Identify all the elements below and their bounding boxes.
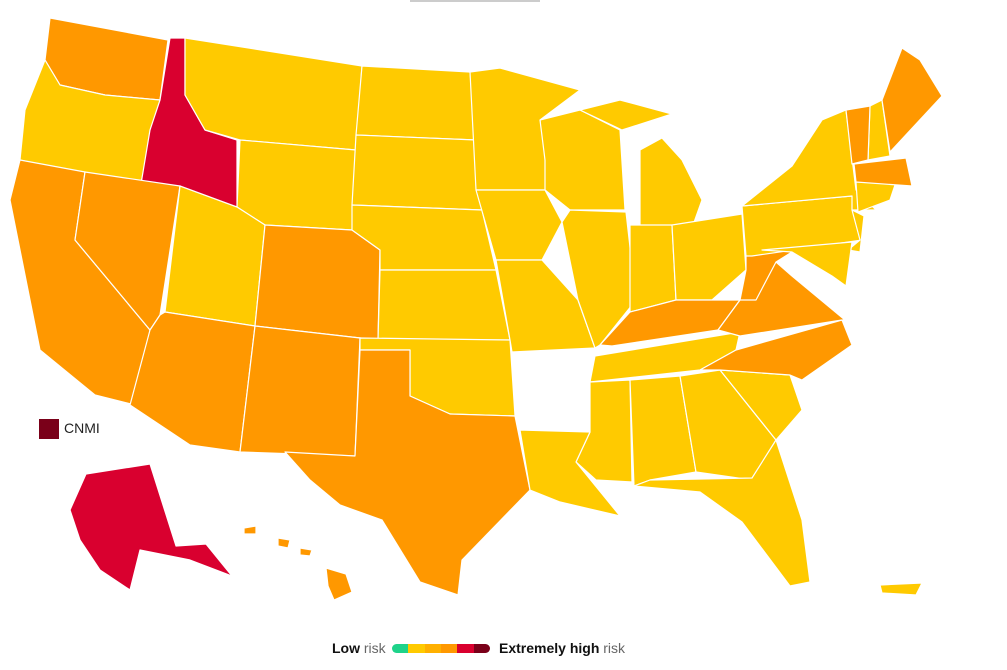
region: [325, 567, 353, 601]
region: [639, 137, 703, 229]
legend-swatch: [408, 644, 425, 653]
region: [377, 269, 511, 341]
top-bar: [410, 0, 540, 2]
region: [351, 134, 483, 211]
legend-low-text: Low: [332, 640, 360, 656]
legend-high-suffix: risk: [603, 640, 626, 656]
region: [355, 65, 477, 141]
legend-swatch: [392, 644, 409, 653]
legend-swatch: [424, 644, 441, 653]
region: [236, 139, 357, 231]
inset-swatch: [39, 419, 59, 439]
region: [699, 319, 853, 381]
region: [881, 47, 943, 153]
legend-low-suffix: risk: [363, 640, 386, 656]
region: [243, 525, 257, 535]
region: [254, 224, 381, 341]
region: [284, 349, 531, 596]
region: [239, 325, 361, 457]
legend-swatch: [440, 644, 458, 653]
region: [599, 299, 741, 347]
region: [629, 375, 697, 487]
region: [847, 209, 865, 253]
region: [69, 463, 233, 591]
region: [299, 547, 313, 557]
region: [671, 213, 747, 301]
region: [845, 105, 871, 165]
legend-bar: [392, 644, 490, 653]
region: [853, 157, 913, 187]
legend-swatch: [457, 644, 474, 653]
region: [561, 209, 637, 349]
region: [761, 241, 853, 287]
region: [579, 99, 673, 131]
legend-swatch: [473, 644, 490, 653]
legend-high-text: Extremely high: [499, 640, 600, 656]
region: [855, 181, 897, 213]
region: [475, 189, 563, 261]
region: [129, 311, 256, 453]
legend-high: Extremely high risk: [499, 640, 625, 656]
region: [277, 537, 291, 549]
region: [629, 224, 677, 313]
region: [633, 439, 811, 587]
inset-label: CNMI: [64, 420, 100, 436]
region: [879, 582, 923, 596]
region: [575, 379, 633, 483]
region: [519, 429, 621, 517]
legend-low: Low risk: [332, 640, 386, 656]
